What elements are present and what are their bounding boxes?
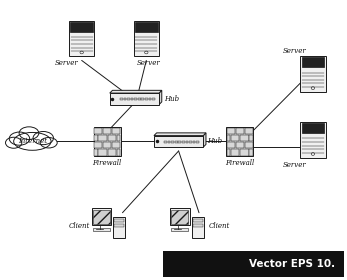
FancyBboxPatch shape (92, 208, 111, 225)
FancyBboxPatch shape (112, 142, 120, 148)
FancyBboxPatch shape (152, 98, 155, 100)
FancyBboxPatch shape (182, 141, 185, 143)
FancyBboxPatch shape (135, 22, 158, 32)
FancyBboxPatch shape (113, 217, 125, 238)
FancyBboxPatch shape (164, 141, 167, 143)
FancyBboxPatch shape (175, 141, 178, 143)
FancyBboxPatch shape (189, 141, 192, 143)
FancyBboxPatch shape (138, 98, 141, 100)
Text: Hub: Hub (207, 137, 222, 145)
FancyBboxPatch shape (227, 127, 235, 134)
FancyBboxPatch shape (249, 135, 253, 141)
FancyBboxPatch shape (110, 93, 159, 105)
FancyBboxPatch shape (124, 98, 126, 100)
Text: Server: Server (54, 59, 78, 67)
FancyBboxPatch shape (103, 142, 111, 148)
FancyBboxPatch shape (193, 219, 203, 222)
FancyBboxPatch shape (249, 149, 253, 155)
FancyBboxPatch shape (149, 98, 151, 100)
FancyBboxPatch shape (240, 149, 248, 155)
FancyBboxPatch shape (300, 56, 326, 92)
FancyBboxPatch shape (231, 135, 239, 141)
FancyBboxPatch shape (94, 149, 98, 155)
FancyBboxPatch shape (93, 210, 110, 224)
Ellipse shape (40, 137, 57, 148)
FancyBboxPatch shape (154, 136, 203, 147)
FancyBboxPatch shape (168, 141, 170, 143)
FancyBboxPatch shape (134, 21, 159, 56)
FancyBboxPatch shape (115, 224, 124, 227)
FancyBboxPatch shape (94, 127, 121, 156)
Text: Hub: Hub (164, 95, 179, 103)
Ellipse shape (33, 132, 53, 145)
FancyBboxPatch shape (236, 142, 244, 148)
Ellipse shape (9, 132, 29, 145)
FancyBboxPatch shape (93, 228, 110, 231)
FancyBboxPatch shape (120, 98, 122, 100)
FancyBboxPatch shape (141, 98, 144, 100)
FancyBboxPatch shape (196, 141, 199, 143)
FancyBboxPatch shape (302, 57, 324, 67)
Ellipse shape (14, 132, 51, 150)
FancyBboxPatch shape (302, 123, 324, 133)
Text: Client: Client (208, 222, 230, 230)
Text: Client: Client (69, 222, 90, 230)
FancyBboxPatch shape (117, 135, 120, 141)
Text: Server: Server (283, 161, 307, 169)
FancyBboxPatch shape (171, 141, 174, 143)
FancyBboxPatch shape (103, 127, 111, 134)
Text: Server: Server (137, 59, 161, 67)
FancyBboxPatch shape (193, 224, 203, 227)
FancyBboxPatch shape (99, 149, 107, 155)
FancyBboxPatch shape (300, 122, 326, 158)
Polygon shape (110, 90, 162, 93)
FancyBboxPatch shape (227, 149, 230, 155)
FancyBboxPatch shape (115, 219, 124, 222)
FancyBboxPatch shape (178, 141, 181, 143)
FancyBboxPatch shape (192, 217, 204, 238)
FancyBboxPatch shape (108, 149, 116, 155)
FancyBboxPatch shape (69, 21, 94, 56)
FancyBboxPatch shape (226, 127, 253, 156)
FancyBboxPatch shape (245, 142, 253, 148)
FancyBboxPatch shape (186, 141, 188, 143)
FancyBboxPatch shape (240, 135, 248, 141)
FancyBboxPatch shape (112, 127, 120, 134)
Text: Firewall: Firewall (225, 159, 254, 167)
FancyBboxPatch shape (171, 210, 188, 224)
FancyBboxPatch shape (193, 141, 195, 143)
FancyBboxPatch shape (134, 98, 137, 100)
Ellipse shape (6, 137, 22, 148)
Text: Internet: Internet (18, 137, 47, 145)
FancyBboxPatch shape (245, 127, 253, 134)
FancyBboxPatch shape (171, 228, 188, 231)
FancyBboxPatch shape (94, 127, 102, 134)
FancyBboxPatch shape (231, 149, 239, 155)
FancyBboxPatch shape (127, 98, 130, 100)
Ellipse shape (19, 127, 39, 139)
Text: Vector EPS 10.: Vector EPS 10. (249, 259, 335, 269)
FancyBboxPatch shape (236, 127, 244, 134)
FancyBboxPatch shape (99, 135, 107, 141)
FancyBboxPatch shape (145, 98, 148, 100)
FancyBboxPatch shape (227, 142, 235, 148)
FancyBboxPatch shape (170, 208, 189, 225)
FancyBboxPatch shape (117, 149, 120, 155)
Polygon shape (154, 133, 206, 136)
FancyBboxPatch shape (108, 135, 116, 141)
Polygon shape (203, 133, 206, 147)
Text: Firewall: Firewall (93, 159, 122, 167)
FancyBboxPatch shape (227, 135, 230, 141)
FancyBboxPatch shape (94, 135, 98, 141)
FancyBboxPatch shape (70, 22, 93, 32)
FancyBboxPatch shape (94, 142, 102, 148)
Polygon shape (159, 90, 162, 105)
FancyBboxPatch shape (131, 98, 133, 100)
Text: Server: Server (283, 47, 307, 55)
FancyBboxPatch shape (163, 251, 344, 277)
